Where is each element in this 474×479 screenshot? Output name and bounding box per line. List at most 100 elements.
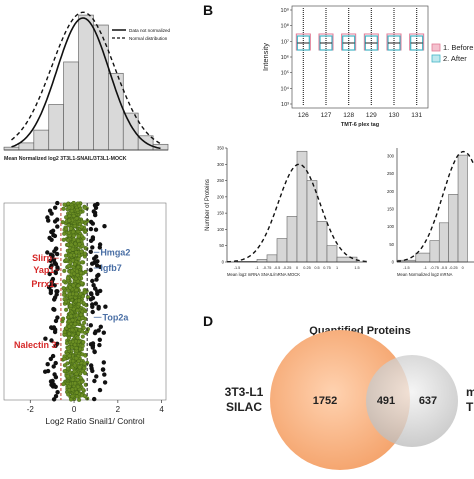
volcano-c-point-mid bbox=[75, 377, 80, 382]
volcano-c-point-mid bbox=[77, 397, 82, 402]
volcano-c-point-outer bbox=[88, 267, 93, 273]
volcano-c-point-outer bbox=[47, 208, 53, 213]
volcano-c-point-outer bbox=[52, 307, 57, 312]
panel-letter-d: D bbox=[203, 313, 214, 329]
volcano-c-point-mid bbox=[75, 335, 80, 340]
volcano-c-point-outer bbox=[97, 342, 102, 348]
volcano-c-point-outer bbox=[53, 327, 58, 332]
histogram-b1-y-tick-label: 50 bbox=[219, 243, 224, 248]
volcano-c-point-mid bbox=[80, 294, 86, 299]
volcano-c-point-mid bbox=[64, 257, 69, 262]
volcano-c-point-mid bbox=[72, 363, 77, 368]
volcano-c-point-mid bbox=[67, 292, 72, 297]
histogram-b1-bar bbox=[336, 256, 358, 263]
volcano-c-point-outer bbox=[46, 218, 51, 223]
volcano-c-point-outer bbox=[92, 349, 97, 354]
histogram-b1-x-label: Mean log2 mRNA SNAIL/mRNA MOCK bbox=[227, 272, 300, 277]
histogram-b1-bar bbox=[326, 245, 338, 263]
volcano-c-point-outer bbox=[49, 382, 54, 387]
boxplot-b-y-tick-label: 10⁷ bbox=[281, 38, 289, 45]
volcano-c-point-outer bbox=[53, 269, 58, 274]
histogram-b2-x-label: Mean Normalized log2 mRNA bbox=[397, 272, 453, 277]
histogram-b1-y-label: Number of Proteins bbox=[205, 179, 211, 231]
volcano-c-point-mid bbox=[74, 371, 79, 376]
volcano-c-point-outer bbox=[96, 304, 101, 310]
histogram-b2-bar bbox=[448, 194, 459, 263]
volcano-c-point-outer bbox=[53, 262, 59, 267]
boxplot-b-y-tick-label: 10⁸ bbox=[281, 23, 289, 30]
boxplot-b-y-tick-label: 10⁹ bbox=[281, 7, 289, 14]
volcano-c-point-outer bbox=[90, 302, 95, 307]
volcano-c-point-mid bbox=[66, 238, 71, 243]
volcano-c-point-outer bbox=[90, 309, 95, 315]
volcano-c-point-mid bbox=[62, 369, 67, 374]
histogram-a-bar bbox=[48, 104, 64, 151]
histogram-b2-y-tick-label: 300 bbox=[387, 153, 395, 158]
volcano-c-point-mid bbox=[66, 223, 71, 228]
boxplot-b-legend-label-before: 1. Before bbox=[443, 43, 473, 52]
volcano-c-point-outer bbox=[90, 345, 96, 350]
panel-d-venn: Quantified Proteins 1752 491 637 3T3-L1 SILAC… bbox=[200, 310, 474, 474]
volcano-c-point-outer bbox=[88, 249, 94, 254]
volcano-c-point-outer bbox=[53, 384, 58, 389]
volcano-c-point-mid bbox=[72, 342, 77, 347]
boxplot-b-y-tick-label: 10⁶ bbox=[281, 54, 289, 61]
volcano-c-point-mid bbox=[67, 331, 72, 336]
volcano-c-point-mid bbox=[79, 281, 84, 286]
volcano-c-point-mid bbox=[64, 226, 69, 231]
volcano-c-point-mid bbox=[71, 229, 76, 234]
panel-c-volcano: Hmga2 Igfb7 Top2a Slirp Yap1 Prrx1 Nalectin 3 -… bbox=[0, 195, 175, 474]
volcano-c-point-mid bbox=[80, 379, 85, 384]
volcano-c-point-mid bbox=[79, 224, 84, 230]
volcano-c-point-mid bbox=[78, 312, 84, 317]
volcano-c-label-down: Yap1 bbox=[33, 265, 54, 275]
volcano-c-x-tick-label: 4 bbox=[159, 405, 164, 414]
histogram-a-bar bbox=[33, 129, 50, 151]
volcano-c-point-outer bbox=[89, 366, 94, 371]
volcano-c-label-down: Slirp bbox=[32, 253, 53, 263]
histogram-b2-x-tick-label: -0.5 bbox=[441, 266, 448, 270]
volcano-c-point-mid bbox=[81, 325, 86, 331]
volcano-c-point-mid bbox=[62, 292, 67, 297]
volcano-c-point-outer bbox=[51, 397, 57, 402]
volcano-c-point-mid bbox=[76, 234, 81, 239]
volcano-c-point-mid bbox=[61, 286, 66, 291]
volcano-c-point-mid bbox=[81, 340, 86, 345]
histogram-b2-bar bbox=[438, 222, 449, 263]
histogram-b1-bar bbox=[276, 238, 288, 263]
volcano-c-point-mid bbox=[67, 324, 72, 329]
volcano-c-point-mid bbox=[64, 307, 69, 312]
histogram-a-legend-label-2: Normal distribution bbox=[129, 36, 168, 41]
histogram-b2-normal-curve bbox=[396, 150, 474, 263]
volcano-c-point-mid bbox=[79, 249, 84, 254]
histogram-a-curve-data bbox=[11, 17, 161, 150]
volcano-c-point-outer bbox=[49, 338, 54, 343]
volcano-c-point-mid bbox=[62, 231, 67, 236]
venn-d-set-a-label-line2: SILAC bbox=[226, 400, 262, 414]
histogram-b2-x-tick-label: -1 bbox=[423, 266, 426, 270]
histogram-b2-bar bbox=[457, 154, 468, 263]
histogram-b1-y-tick-label: 150 bbox=[217, 211, 225, 216]
volcano-c-point-mid bbox=[74, 250, 79, 255]
volcano-c-point-outer bbox=[92, 396, 97, 402]
volcano-c-point-mid bbox=[68, 253, 73, 258]
volcano-c-point-outer bbox=[97, 242, 103, 247]
boxplot-b-chart: 10⁹ 10⁸ 10⁷ 10⁶ 10⁵ 10⁴ 10³ Intensity 126 127 128 1… bbox=[261, 5, 473, 128]
volcano-c-point-outer bbox=[48, 356, 53, 362]
volcano-c-point-outer bbox=[88, 291, 94, 296]
volcano-c-point-mid bbox=[76, 238, 81, 243]
volcano-c-point-mid bbox=[82, 361, 87, 366]
histogram-a-legend-label-1: Data not normalized bbox=[129, 28, 171, 33]
volcano-c-point-outer bbox=[92, 256, 97, 261]
histogram-b1-x-tick-label: 0 bbox=[296, 266, 298, 270]
volcano-c-point-mid bbox=[71, 213, 76, 218]
histogram-b1-x-tick-label: -0.5 bbox=[274, 266, 281, 270]
volcano-c-point-mid bbox=[66, 263, 71, 269]
volcano-c-point-mid bbox=[60, 220, 65, 225]
volcano-c-point-mid bbox=[64, 215, 69, 220]
volcano-c-point-outer bbox=[98, 324, 104, 329]
histogram-a-bar bbox=[78, 14, 94, 151]
volcano-c-point-outer bbox=[55, 289, 60, 294]
volcano-c-point-outer bbox=[88, 297, 94, 302]
histogram-a-bar bbox=[122, 112, 139, 151]
